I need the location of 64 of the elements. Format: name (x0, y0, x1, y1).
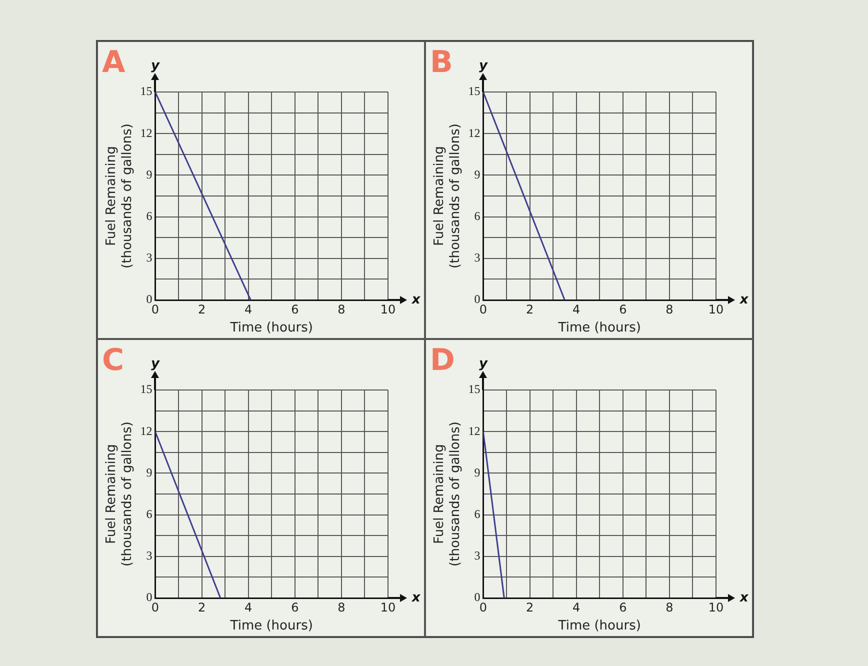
text: x (738, 590, 749, 606)
x-tick-label: 10 (380, 600, 396, 614)
x-tick-label: 4 (572, 600, 580, 614)
y-tick-label: 0 (474, 590, 480, 604)
y-tick-label: 15 (140, 84, 152, 98)
text: y (150, 356, 160, 372)
y-tick-label: 12 (140, 126, 152, 140)
y-tick-label: 12 (468, 126, 480, 140)
x-tick-label: 6 (619, 600, 627, 614)
y-axis-title: Fuel Remaining (thousands of gallons) (104, 124, 135, 268)
x-tick-label: 10 (708, 600, 724, 614)
y-axis-title: Fuel Remaining (thousands of gallons) (432, 422, 463, 566)
text: x (410, 590, 421, 606)
text: x (738, 292, 749, 308)
y-tick-label: 12 (468, 424, 480, 438)
x-tick-label: 2 (198, 600, 206, 614)
x-tick-label: 4 (572, 302, 580, 316)
y-tick-label: 15 (468, 84, 480, 98)
chart-title: C (102, 342, 124, 378)
y-tick-label: 9 (146, 167, 152, 182)
y-tick-label: 9 (146, 465, 152, 480)
x-tick-label: 6 (291, 600, 299, 614)
y-tick-label: 0 (146, 292, 152, 306)
y-tick-label: 12 (140, 424, 152, 438)
x-tick-label: 4 (244, 600, 252, 614)
x-tick-label: 2 (526, 600, 534, 614)
y-axis-title: Fuel Remaining (thousands of gallons) (432, 124, 463, 268)
text: y (478, 356, 488, 372)
x-axis-title: Time (hours) (229, 618, 313, 634)
y-tick-label: 6 (474, 506, 480, 521)
text: x (410, 292, 421, 308)
y-tick-label: 9 (474, 167, 480, 182)
text: y (150, 58, 160, 74)
x-axis-title: Time (hours) (229, 320, 313, 336)
chart-title: B (430, 44, 453, 80)
x-tick-label: 8 (338, 302, 346, 316)
y-tick-label: 3 (474, 250, 480, 265)
y-tick-label: 15 (140, 382, 152, 396)
y-tick-label: 9 (474, 465, 480, 480)
y-tick-label: 15 (468, 382, 480, 396)
y-tick-label: 6 (474, 208, 480, 223)
y-tick-label: 3 (474, 548, 480, 563)
chart-title: D (430, 342, 455, 378)
x-tick-label: 2 (198, 302, 206, 316)
y-tick-label: 6 (146, 506, 152, 521)
x-tick-label: 6 (619, 302, 627, 316)
x-axis-title: Time (hours) (557, 320, 641, 336)
text: y (478, 58, 488, 74)
y-tick-label: 6 (146, 208, 152, 223)
y-tick-label: 0 (146, 590, 152, 604)
x-tick-label: 8 (666, 302, 674, 316)
x-axis-title: Time (hours) (557, 618, 641, 634)
x-tick-label: 8 (666, 600, 674, 614)
y-axis-title: Fuel Remaining (thousands of gallons) (104, 422, 135, 566)
x-tick-label: 10 (708, 302, 724, 316)
x-tick-label: 8 (338, 600, 346, 614)
y-tick-label: 3 (146, 548, 152, 563)
x-tick-label: 6 (291, 302, 299, 316)
y-tick-label: 3 (146, 250, 152, 265)
chart-title: A (102, 44, 126, 80)
x-tick-label: 10 (380, 302, 396, 316)
y-tick-label: 0 (474, 292, 480, 306)
x-tick-label: 4 (244, 302, 252, 316)
x-tick-label: 2 (526, 302, 534, 316)
